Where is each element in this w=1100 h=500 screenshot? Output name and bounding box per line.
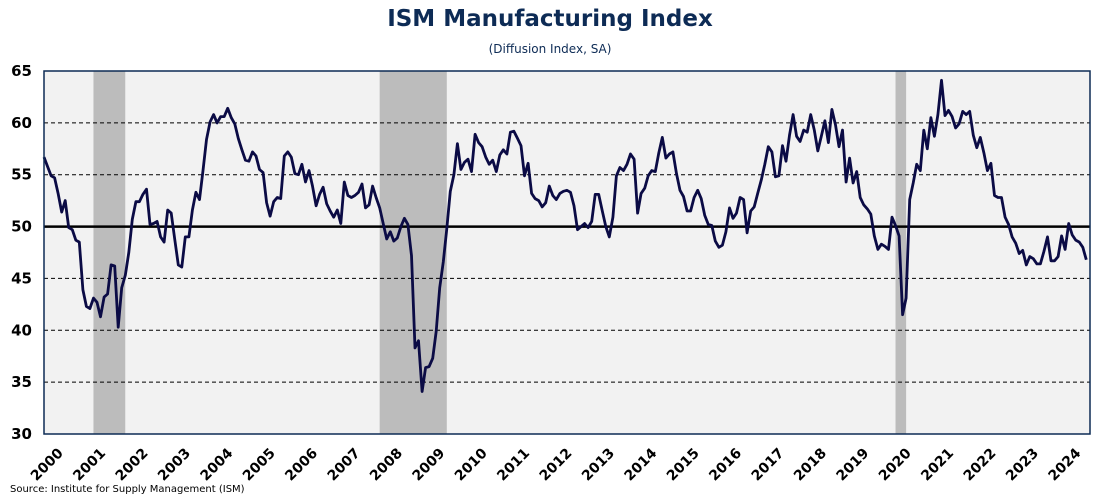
x-tick-label: 2019 [833, 445, 872, 484]
y-tick-label: 60 [11, 114, 32, 132]
chart-subtitle: (Diffusion Index, SA) [488, 42, 612, 56]
x-tick-label: 2002 [113, 445, 152, 484]
x-tick-label: 2013 [579, 445, 618, 484]
x-tick-label: 2016 [706, 445, 745, 484]
x-tick-label: 2003 [155, 445, 194, 484]
x-tick-label: 2010 [452, 445, 491, 484]
y-tick-label: 55 [11, 166, 32, 184]
x-tick-label: 2024 [1045, 445, 1084, 484]
x-tick-label: 2022 [961, 445, 1000, 484]
x-tick-label: 2017 [749, 445, 788, 484]
y-tick-label: 50 [11, 218, 32, 236]
x-tick-label: 2006 [282, 445, 321, 484]
series-line-ism [42, 78, 1088, 393]
chart-title: ISM Manufacturing Index [387, 6, 713, 32]
x-tick-label: 2008 [367, 445, 406, 484]
x-tick-label: 2018 [791, 445, 830, 484]
y-tick-label: 65 [11, 62, 32, 80]
y-tick-label: 40 [11, 321, 32, 339]
x-tick-label: 2012 [537, 445, 576, 484]
x-tick-label: 2000 [28, 445, 67, 484]
x-tick-label: 2007 [325, 445, 364, 484]
x-tick-label: 2004 [197, 445, 236, 484]
x-tick-label: 2011 [494, 445, 533, 484]
x-tick-label: 2020 [876, 445, 915, 484]
x-tick-label: 2014 [621, 445, 660, 484]
plot-border [43, 70, 1091, 435]
x-tick-label: 2001 [70, 445, 109, 484]
data-points [43, 80, 1087, 392]
x-tick-label: 2009 [409, 445, 448, 484]
x-tick-label: 2015 [664, 445, 703, 484]
y-tick-label: 30 [11, 425, 32, 443]
recession-band [379, 71, 447, 434]
plot-area [44, 71, 1090, 434]
y-tick-label: 35 [11, 373, 32, 391]
x-tick-label: 2021 [918, 445, 957, 484]
x-tick-label: 2023 [1003, 445, 1042, 484]
source-note: Source: Institute for Supply Management … [10, 484, 245, 495]
recession-band [93, 71, 126, 434]
y-tick-label: 45 [11, 269, 32, 287]
x-tick-label: 2005 [240, 445, 279, 484]
